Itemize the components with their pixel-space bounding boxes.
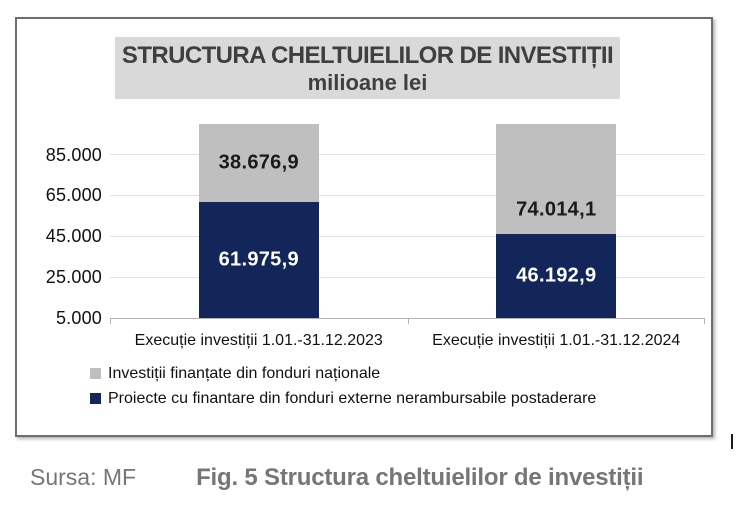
legend-item-external-funds: Proiecte cu finantare din fonduri extern… [90, 386, 596, 411]
figure-frame: STRUCTURA CHELTUIELILOR DE INVESTIȚII mi… [15, 17, 713, 437]
bar-segment-national-funds [496, 124, 617, 234]
plot-area: 61.975,9 38.676,9 46.192,9 74.014,1 [110, 124, 705, 324]
gridline [110, 235, 705, 237]
bar-value-label: 38.676,9 [218, 151, 299, 174]
text-cursor-artifact [731, 434, 733, 449]
gridline [110, 154, 705, 156]
x-axis-labels: Execuție investiții 1.01.-31.12.2023 Exe… [110, 332, 705, 350]
y-axis-tick-label: 5.000 [55, 308, 102, 328]
bar-segment-national-funds [198, 124, 319, 202]
x-axis-tick [407, 318, 409, 324]
x-axis-tick [704, 318, 705, 324]
figure-caption: Fig. 5 Structura cheltuielilor de invest… [196, 464, 644, 491]
source-label: Sursa: MF [30, 464, 137, 490]
x-axis-category-2024: Execuție investiții 1.01.-31.12.2024 [432, 332, 681, 349]
legend-label-national-funds: Investiții finanțate din fonduri naționa… [108, 364, 381, 382]
chart-title-banner: STRUCTURA CHELTUIELILOR DE INVESTIȚII mi… [115, 37, 620, 99]
legend-label-external-funds: Proiecte cu finantare din fonduri extern… [108, 389, 597, 407]
legend-swatch-gray [90, 368, 101, 379]
bar-value-label: 46.192,9 [516, 264, 597, 287]
bar-value-label: 74.014,1 [516, 198, 597, 221]
legend-swatch-navy [90, 393, 101, 404]
legend-item-national-funds: Investiții finanțate din fonduri naționa… [90, 361, 596, 386]
bar-value-label: 61.975,9 [218, 248, 299, 271]
y-axis: 85.000 65.000 45.000 25.000 5.000 [17, 124, 102, 327]
legend: Investiții finanțate din fonduri naționa… [90, 361, 596, 411]
bar-segment-external-funds [496, 233, 617, 318]
x-axis-category-2023: Execuție investiții 1.01.-31.12.2023 [134, 332, 383, 349]
figure-caption-row: Sursa: MF Fig. 5 Structura cheltuielilor… [30, 464, 644, 492]
gridline [110, 194, 705, 196]
chart-subtitle: milioane lei [307, 70, 428, 95]
chart-title: STRUCTURA CHELTUIELILOR DE INVESTIȚII [121, 42, 614, 69]
gridline [110, 276, 705, 278]
y-axis-tick-label: 25.000 [45, 267, 102, 288]
x-axis-tick [110, 318, 111, 324]
y-axis-tick-label: 45.000 [45, 226, 102, 247]
y-axis-tick-label: 65.000 [45, 185, 102, 206]
bar-segment-external-funds [198, 201, 319, 318]
y-axis-tick-label: 85.000 [45, 144, 102, 165]
